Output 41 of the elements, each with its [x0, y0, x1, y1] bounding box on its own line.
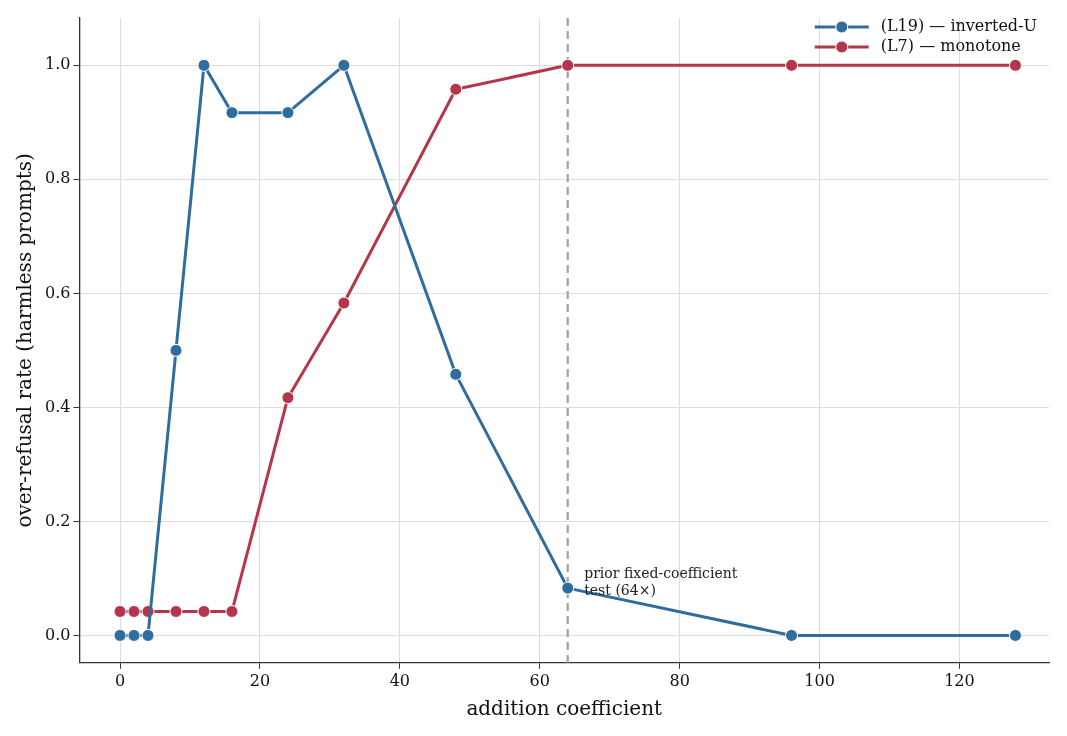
point — [197, 58, 211, 72]
x-tick-label: 0 — [114, 670, 126, 690]
y-tick-label: 0.0 — [44, 624, 71, 644]
x-tick-label: 20 — [249, 670, 271, 690]
point — [169, 604, 183, 618]
point — [169, 343, 183, 357]
point — [281, 391, 295, 405]
point — [785, 58, 799, 72]
point — [225, 604, 239, 618]
y-axis-title: over-refusal rate (harmless prompts) — [12, 153, 37, 528]
point — [785, 628, 799, 642]
point — [1008, 628, 1022, 642]
point — [337, 296, 351, 310]
legend-label: (L7) — monotone — [880, 36, 1021, 56]
point — [197, 604, 211, 618]
point — [113, 604, 127, 618]
point — [449, 82, 463, 96]
point — [127, 604, 141, 618]
y-tick-label: 0.2 — [44, 510, 71, 530]
y-tick-label: 0.6 — [44, 282, 71, 302]
point — [141, 628, 155, 642]
point — [449, 367, 463, 381]
point — [113, 628, 127, 642]
y-tick-label: 0.4 — [44, 396, 71, 416]
x-tick-label: 60 — [529, 670, 550, 690]
legend-label: (L19) — inverted-U — [880, 16, 1037, 36]
point — [127, 628, 141, 642]
y-tick-label: 1.0 — [44, 54, 71, 74]
y-tick-label: 0.8 — [44, 168, 71, 188]
point — [561, 581, 575, 595]
point — [337, 58, 351, 72]
point — [281, 106, 295, 120]
x-axis-title: addition coefficient — [466, 696, 663, 721]
annotation: prior fixed-coefficient test (64×) — [584, 565, 738, 599]
x-tick-label: 80 — [669, 670, 690, 690]
point — [1008, 58, 1022, 72]
x-tick-label: 40 — [389, 670, 411, 690]
point — [561, 58, 575, 72]
x-tick-label: 100 — [804, 670, 835, 690]
point — [225, 106, 239, 120]
x-tick-label: 120 — [944, 670, 975, 690]
